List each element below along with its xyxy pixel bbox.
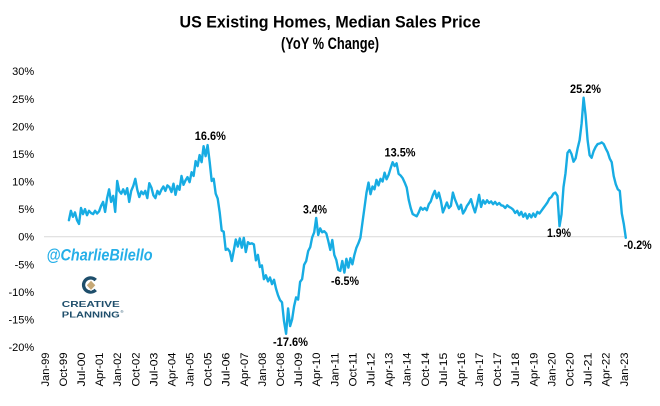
- svg-text:Apr-01: Apr-01: [94, 353, 106, 387]
- svg-text:-15%: -15%: [9, 314, 35, 326]
- svg-text:Apr-16: Apr-16: [456, 353, 468, 387]
- svg-text:5%: 5%: [18, 204, 34, 216]
- svg-text:Jan-99: Jan-99: [40, 353, 52, 387]
- svg-text:-5%: -5%: [15, 259, 35, 271]
- svg-text:Jan-23: Jan-23: [619, 353, 631, 387]
- svg-text:13.5%: 13.5%: [385, 147, 416, 159]
- svg-text:Apr-04: Apr-04: [167, 353, 179, 387]
- svg-text:Oct-20: Oct-20: [565, 353, 577, 387]
- svg-text:-20%: -20%: [9, 342, 35, 354]
- svg-text:10%: 10%: [12, 177, 34, 189]
- svg-text:Jan-05: Jan-05: [185, 353, 197, 387]
- svg-text:Jan-11: Jan-11: [329, 353, 341, 387]
- svg-text:25.2%: 25.2%: [570, 84, 601, 96]
- svg-text:Jul-15: Jul-15: [438, 353, 450, 387]
- svg-text:-0.2%: -0.2%: [624, 240, 652, 252]
- svg-text:CREATIVE: CREATIVE: [62, 300, 121, 309]
- svg-text:Apr-10: Apr-10: [311, 353, 323, 387]
- svg-text:25%: 25%: [12, 94, 34, 106]
- svg-text:Jul-18: Jul-18: [510, 353, 522, 387]
- svg-text:Jul-12: Jul-12: [366, 353, 378, 387]
- svg-text:Jul-00: Jul-00: [76, 353, 88, 387]
- svg-text:US Existing Homes, Median Sale: US Existing Homes, Median Sales Price: [180, 13, 481, 32]
- svg-text:(YoY % Change): (YoY % Change): [281, 34, 379, 53]
- svg-text:Jul-21: Jul-21: [583, 353, 595, 387]
- svg-text:-6.5%: -6.5%: [331, 276, 359, 288]
- svg-text:@CharlieBilello: @CharlieBilello: [47, 246, 153, 265]
- svg-text:Jul-03: Jul-03: [148, 353, 160, 387]
- svg-text:-10%: -10%: [9, 287, 35, 299]
- svg-text:Oct-14: Oct-14: [420, 353, 432, 387]
- svg-text:Jan-17: Jan-17: [474, 353, 486, 387]
- svg-text:Jul-09: Jul-09: [293, 353, 305, 387]
- svg-text:3.4%: 3.4%: [303, 204, 327, 216]
- svg-text:Oct-99: Oct-99: [58, 353, 70, 387]
- svg-text:®: ®: [121, 309, 124, 314]
- svg-text:Apr-22: Apr-22: [601, 353, 613, 387]
- svg-text:1.9%: 1.9%: [547, 228, 571, 240]
- svg-text:Jan-14: Jan-14: [402, 353, 414, 387]
- svg-text:Oct-02: Oct-02: [130, 353, 142, 387]
- svg-text:Oct-17: Oct-17: [492, 353, 504, 387]
- svg-text:15%: 15%: [12, 149, 34, 161]
- svg-text:0%: 0%: [18, 232, 34, 244]
- svg-text:Jan-02: Jan-02: [112, 353, 124, 387]
- svg-text:Apr-19: Apr-19: [528, 353, 540, 387]
- svg-text:Apr-13: Apr-13: [384, 353, 396, 387]
- svg-text:Jan-08: Jan-08: [257, 353, 269, 387]
- svg-text:Oct-08: Oct-08: [275, 353, 287, 387]
- svg-text:20%: 20%: [12, 121, 34, 133]
- svg-text:Jul-06: Jul-06: [221, 353, 233, 387]
- svg-text:Jan-20: Jan-20: [546, 353, 558, 387]
- svg-text:Apr-07: Apr-07: [239, 353, 251, 387]
- svg-text:PLANNING: PLANNING: [62, 310, 120, 319]
- svg-text:16.6%: 16.6%: [195, 131, 226, 143]
- svg-text:-17.6%: -17.6%: [273, 337, 308, 349]
- svg-text:Oct-11: Oct-11: [347, 353, 359, 387]
- svg-text:Oct-05: Oct-05: [203, 353, 215, 387]
- svg-text:30%: 30%: [12, 66, 34, 78]
